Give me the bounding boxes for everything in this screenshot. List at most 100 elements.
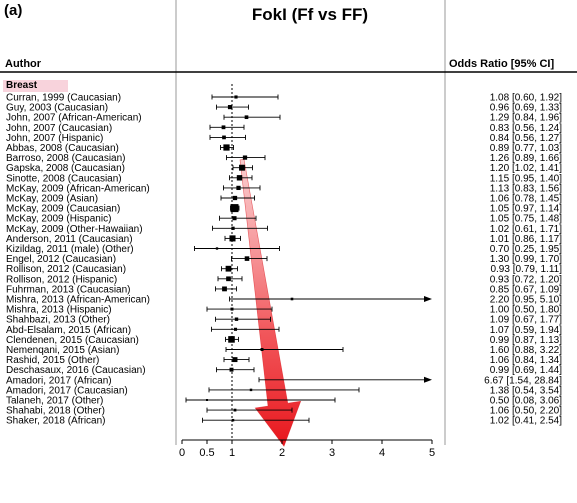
study-row: Fuhrman, 2013 (Caucasian) 0.85 [0.67, 1.0… bbox=[6, 284, 562, 295]
study-row: Rollison, 2012 (Hispanic) 0.93 [0.72, 1.2… bbox=[6, 274, 562, 285]
study-author-label: Anderson, 2011 (Caucasian) bbox=[6, 234, 133, 245]
study-or-label: 0.99 [0.87, 1.13] bbox=[490, 335, 563, 346]
point-estimate bbox=[249, 388, 253, 392]
study-row: Curran, 1999 (Caucasian) 1.08 [0.60, 1.92… bbox=[6, 93, 562, 104]
x-tick-label: 0 bbox=[179, 447, 185, 459]
study-author-label: Amadori, 2017 (Caucasian) bbox=[6, 385, 128, 396]
study-or-label: 0.89 [0.77, 1.03] bbox=[490, 143, 563, 154]
study-author-label: Shahabi, 2018 (Other) bbox=[6, 406, 105, 417]
point-estimate bbox=[229, 367, 234, 372]
point-estimate bbox=[222, 286, 227, 292]
study-or-label: 0.50 [0.08, 3.06] bbox=[490, 396, 563, 407]
study-author-label: Amadori, 2017 (African) bbox=[6, 375, 112, 386]
study-row: Guy, 2003 (Caucasian) 0.96 [0.69, 1.33] bbox=[6, 103, 562, 114]
study-row: Talaneh, 2017 (Other) 0.50 [0.08, 3.06] bbox=[6, 396, 562, 407]
study-or-label: 1.29 [0.84, 1.96] bbox=[490, 113, 563, 124]
study-or-label: 0.96 [0.69, 1.33] bbox=[490, 103, 563, 114]
point-estimate bbox=[225, 265, 232, 272]
odds-ratio-column-header: Odds Ratio [95% CI] bbox=[449, 58, 555, 70]
x-tick-label: 0.5 bbox=[199, 447, 214, 459]
study-or-label: 1.02 [0.41, 2.54] bbox=[490, 416, 563, 427]
point-estimate bbox=[215, 247, 219, 250]
study-author-label: Rollison, 2012 (Hispanic) bbox=[6, 274, 117, 285]
study-author-label: Shaker, 2018 (African) bbox=[6, 416, 106, 427]
point-estimate bbox=[234, 317, 239, 321]
point-estimate bbox=[231, 226, 235, 230]
study-row: McKay, 2009 (Asian) 1.06 [0.78, 1.45] bbox=[6, 194, 562, 205]
study-row: Shahabi, 2018 (Other) 1.06 [0.50, 2.20] bbox=[6, 406, 562, 417]
study-or-label: 0.84 [0.56, 1.27] bbox=[490, 133, 563, 144]
study-or-label: 0.83 [0.56, 1.24] bbox=[490, 123, 563, 134]
point-estimate bbox=[227, 105, 233, 110]
chart-title: FokI (Ff vs FF) bbox=[251, 5, 369, 24]
study-author-label: Abbas, 2008 (Caucasian) bbox=[6, 143, 119, 154]
ci-overflow-arrow bbox=[424, 296, 432, 302]
study-or-label: 1.01 [0.86, 1.17] bbox=[490, 234, 563, 245]
study-author-label: Clendenen, 2015 (Caucasian) bbox=[6, 335, 139, 346]
study-author-label: Mishra, 2013 (African-American) bbox=[6, 295, 150, 306]
subgroup-label: Breast bbox=[3, 80, 68, 92]
study-row: Sinotte, 2008 (Caucasian) 1.15 [0.95, 1.4… bbox=[6, 173, 562, 184]
study-author-label: Engel, 2012 (Caucasian) bbox=[6, 254, 116, 265]
study-or-label: 1.06 [0.84, 1.34] bbox=[490, 355, 563, 366]
study-or-label: 1.60 [0.88, 3.22] bbox=[490, 345, 563, 356]
study-or-label: 1.02 [0.61, 1.71] bbox=[490, 224, 563, 235]
study-row: Clendenen, 2015 (Caucasian) 0.99 [0.87, 1… bbox=[6, 335, 562, 346]
study-author-label: McKay, 2009 (Asian) bbox=[6, 194, 98, 205]
study-or-label: 1.05 [0.97, 1.14] bbox=[490, 204, 563, 215]
study-author-label: Shahbazi, 2013 (Other) bbox=[6, 315, 110, 326]
study-row: John, 2007 (Hispanic) 0.84 [0.56, 1.27] bbox=[6, 133, 562, 144]
point-estimate bbox=[228, 336, 235, 343]
point-estimate bbox=[290, 297, 294, 301]
study-row: Anderson, 2011 (Caucasian) 1.01 [0.86, 1.… bbox=[6, 234, 562, 245]
point-estimate bbox=[244, 256, 250, 261]
trend-arrow bbox=[239, 158, 302, 447]
study-row: Kizildag, 2011 (male) (Other) 0.70 [0.25,… bbox=[6, 244, 562, 255]
point-estimate bbox=[232, 216, 237, 221]
study-author-label: Sinotte, 2008 (Caucasian) bbox=[6, 173, 122, 184]
point-estimate bbox=[223, 144, 230, 151]
study-author-label: John, 2007 (African-American) bbox=[6, 113, 142, 124]
x-tick-label: 2 bbox=[279, 447, 285, 459]
study-author-label: Guy, 2003 (Caucasian) bbox=[6, 103, 108, 114]
study-or-label: 1.07 [0.59, 1.94] bbox=[490, 325, 563, 336]
study-or-label: 1.38 [0.54, 3.54] bbox=[490, 385, 563, 396]
study-row: Amadori, 2017 (African) 6.67 [1.54, 28.84… bbox=[6, 375, 562, 386]
study-or-label: 1.13 [0.83, 1.56] bbox=[490, 183, 563, 194]
study-author-label: Rollison, 2012 (Caucasian) bbox=[6, 264, 126, 275]
study-or-label: 1.20 [1.02, 1.41] bbox=[490, 163, 563, 174]
point-estimate bbox=[244, 115, 249, 120]
study-author-label: McKay, 2009 (Hispanic) bbox=[6, 214, 111, 225]
point-estimate bbox=[232, 357, 238, 363]
study-author-label: Curran, 1999 (Caucasian) bbox=[6, 93, 121, 104]
panel-label: (a) bbox=[4, 2, 23, 19]
study-author-label: Nemenqani, 2015 (Asian) bbox=[6, 345, 119, 356]
point-estimate bbox=[230, 307, 234, 311]
point-estimate bbox=[226, 276, 231, 282]
study-row: John, 2007 (African-American) 1.29 [0.84,… bbox=[6, 113, 562, 124]
study-author-label: McKay, 2009 (Other-Hawaiian) bbox=[6, 224, 143, 235]
point-estimate bbox=[234, 95, 238, 99]
study-author-label: McKay, 2009 (Caucasian) bbox=[6, 204, 120, 215]
point-estimate bbox=[232, 195, 238, 201]
ci-overflow-arrow bbox=[424, 376, 432, 383]
point-estimate bbox=[222, 135, 226, 140]
study-row: Mishra, 2013 (Hispanic) 1.00 [0.50, 1.80] bbox=[6, 305, 562, 316]
x-tick-label: 3 bbox=[329, 447, 335, 459]
study-author-label: Kizildag, 2011 (male) (Other) bbox=[6, 244, 134, 255]
study-author-label: Abd-Elsalam, 2015 (African) bbox=[6, 325, 131, 336]
study-row: Abd-Elsalam, 2015 (African) 1.07 [0.59, 1… bbox=[6, 325, 562, 336]
study-or-label: 0.99 [0.69, 1.44] bbox=[490, 365, 563, 376]
study-or-label: 0.70 [0.25, 1.95] bbox=[490, 244, 563, 255]
x-tick-label: 5 bbox=[429, 447, 435, 459]
study-author-label: Deschasaux, 2016 (Caucasian) bbox=[6, 365, 146, 376]
study-author-label: Fuhrman, 2013 (Caucasian) bbox=[6, 284, 131, 295]
study-author-label: John, 2007 (Caucasian) bbox=[6, 123, 112, 134]
author-column-header: Author bbox=[5, 58, 42, 70]
point-estimate bbox=[242, 155, 248, 160]
point-estimate bbox=[229, 235, 236, 242]
study-or-label: 1.30 [0.99, 1.70] bbox=[490, 254, 563, 265]
study-author-label: Gapska, 2008 (Caucasian) bbox=[6, 163, 125, 174]
study-author-label: John, 2007 (Hispanic) bbox=[6, 133, 103, 144]
study-row: Amadori, 2017 (Caucasian) 1.38 [0.54, 3.5… bbox=[6, 385, 562, 396]
